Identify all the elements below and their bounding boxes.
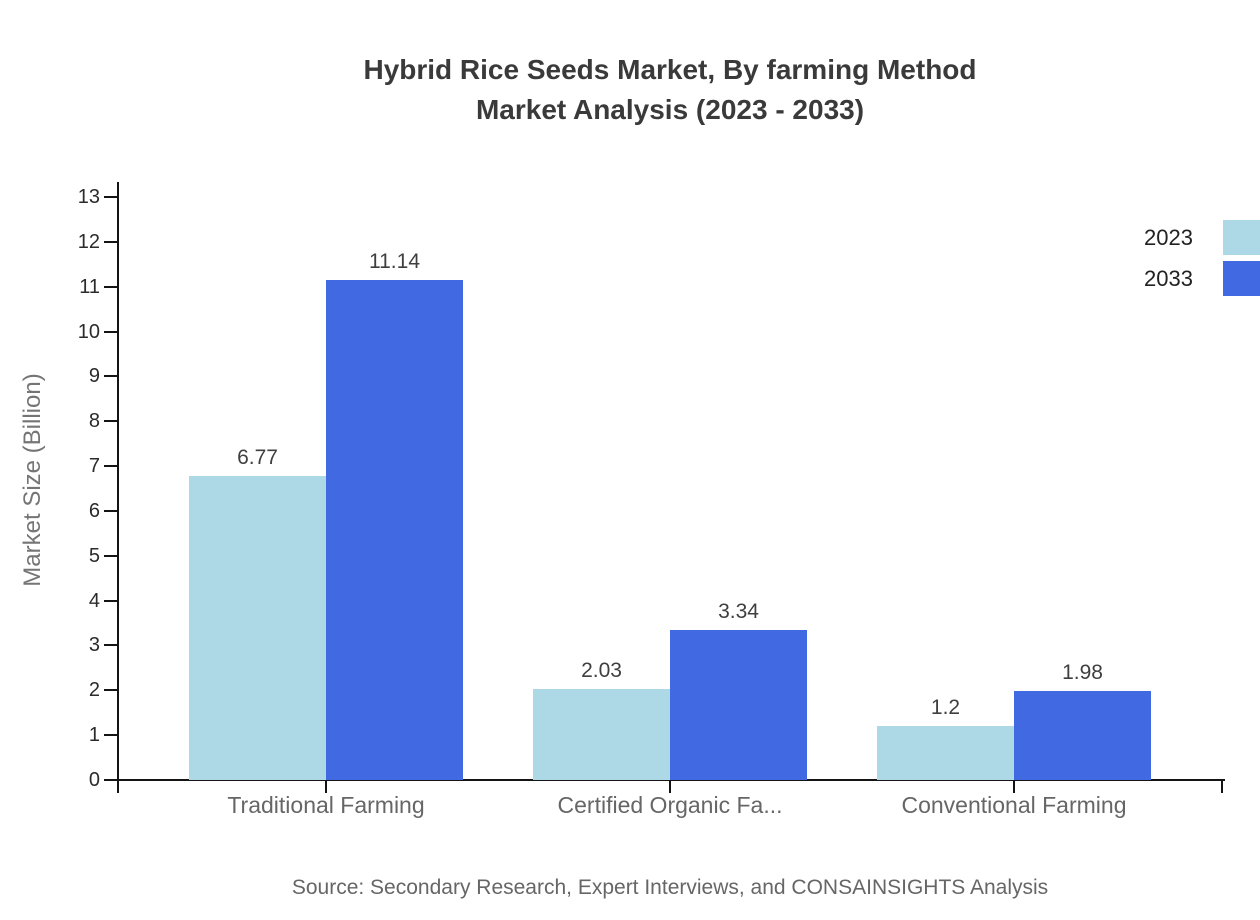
bar-value-label: 11.14 <box>369 250 420 274</box>
y-tick-label: 11 <box>79 275 100 298</box>
y-tick-label: 12 <box>77 230 100 253</box>
x-tick-mark <box>669 780 671 793</box>
legend-label: 2033 <box>1144 265 1193 291</box>
bar-group-traditional-farming: 6.77 11.14 <box>189 197 463 780</box>
x-tick-mark <box>325 780 327 793</box>
y-tick-label: 4 <box>88 589 100 612</box>
legend: 2023 2033 <box>1144 220 1260 302</box>
y-tick-mark <box>104 330 118 333</box>
y-tick-label: 5 <box>88 544 100 567</box>
bar-value-label: 1.2 <box>930 696 961 720</box>
y-tick-label: 2 <box>88 679 100 702</box>
bar-2033-certified-organic-fa <box>670 630 807 780</box>
legend-item-2023[interactable]: 2023 <box>1144 220 1260 255</box>
x-category-label-traditional-farming: Traditional Farming <box>227 792 425 818</box>
y-tick-mark <box>104 734 118 737</box>
y-tick-label: 0 <box>88 769 100 791</box>
y-axis-line <box>117 182 119 781</box>
y-tick-label: 10 <box>77 320 100 343</box>
x-tick-mark <box>1013 780 1015 793</box>
y-tick-mark <box>104 285 118 288</box>
bar-2033-conventional-farming <box>1014 691 1151 780</box>
bar-value-label: 2.03 <box>581 658 622 682</box>
x-tick-mark <box>1221 780 1223 793</box>
y-tick-mark <box>104 554 118 557</box>
legend-swatch <box>1223 261 1260 296</box>
bar-2023-traditional-farming <box>189 476 326 780</box>
legend-label: 2023 <box>1144 224 1193 250</box>
chart-title: Hybrid Rice Seeds Market, By farming Met… <box>80 50 1260 130</box>
bar-2023-conventional-farming <box>877 726 1014 780</box>
bar-2023-certified-organic-fa <box>533 688 670 780</box>
y-tick-mark <box>104 240 118 243</box>
y-tick-mark <box>104 375 118 378</box>
y-tick-label: 8 <box>88 410 100 433</box>
y-tick-mark <box>104 465 118 468</box>
plot-area: 6.77 11.14 2.03 3.34 1.2 1.98 <box>118 197 1222 780</box>
y-tick-label: 13 <box>77 186 100 208</box>
y-tick-mark <box>104 779 118 781</box>
bar-group-conventional-farming: 1.2 1.98 <box>877 197 1151 780</box>
y-tick-mark <box>104 196 118 198</box>
x-axis-line <box>104 779 1225 781</box>
chart-title-line2: Market Analysis (2023 - 2033) <box>475 94 865 125</box>
chart-title-line1: Hybrid Rice Seeds Market, By farming Met… <box>363 54 977 85</box>
bar-value-label: 3.34 <box>718 600 759 624</box>
source-note: Source: Secondary Research, Expert Inter… <box>291 876 1049 899</box>
bar-value-label: 1.98 <box>1062 661 1103 685</box>
x-category-label-certified-organic-fa: Certified Organic Fa... <box>557 792 783 818</box>
x-category-label-conventional-farming: Conventional Farming <box>901 792 1127 818</box>
y-tick-label: 1 <box>88 724 100 747</box>
y-tick-label: 6 <box>88 499 100 522</box>
y-tick-mark <box>104 420 118 423</box>
y-tick-mark <box>104 689 118 692</box>
y-tick-label: 9 <box>88 365 100 388</box>
y-tick-label: 7 <box>88 455 100 478</box>
y-tick-label: 3 <box>88 634 100 657</box>
y-tick-mark <box>104 599 118 602</box>
bar-group-certified-organic-fa: 2.03 3.34 <box>533 197 807 780</box>
bar-2033-traditional-farming <box>326 280 463 780</box>
legend-item-2033[interactable]: 2033 <box>1144 261 1260 296</box>
y-tick-mark <box>104 644 118 647</box>
y-tick-mark <box>104 509 118 512</box>
bar-value-label: 6.77 <box>237 446 278 470</box>
x-tick-mark <box>117 780 119 793</box>
legend-swatch <box>1223 220 1260 255</box>
